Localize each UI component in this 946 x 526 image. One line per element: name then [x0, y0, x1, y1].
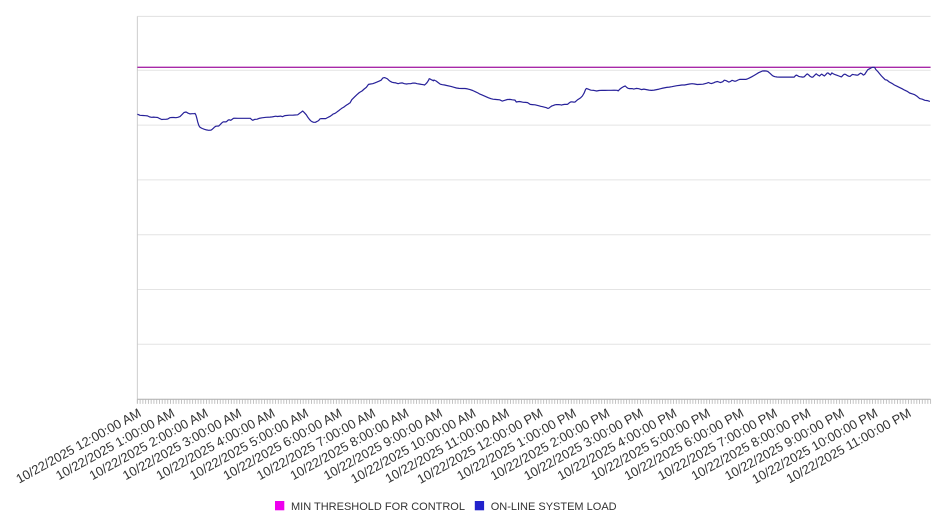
svg-text:ON-LINE SYSTEM LOAD: ON-LINE SYSTEM LOAD [491, 501, 617, 513]
svg-text:MIN THRESHOLD FOR CONTROL: MIN THRESHOLD FOR CONTROL [291, 501, 465, 513]
